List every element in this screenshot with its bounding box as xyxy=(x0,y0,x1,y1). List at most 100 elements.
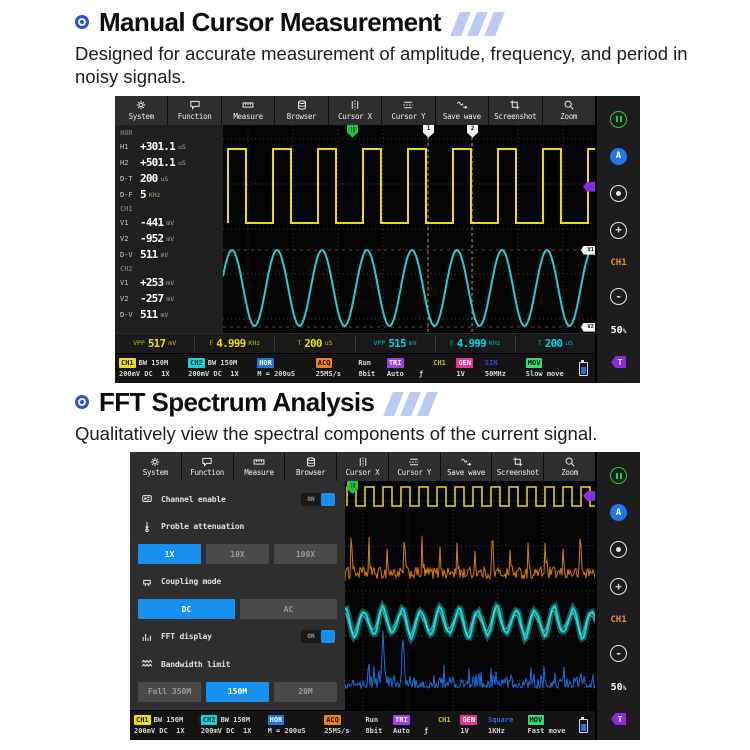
status-text: CH1 xyxy=(437,715,451,724)
status-top-row xyxy=(419,357,431,368)
trigger-tag[interactable]: T xyxy=(611,356,626,369)
option-button-20m[interactable]: 20M xyxy=(274,681,337,702)
status-column: ƒ xyxy=(419,357,431,380)
zoom-out-button[interactable]: - xyxy=(610,288,627,306)
waveform-screen: Channel enable ON Proble attenuation 1X 10X 1… xyxy=(130,481,595,710)
panel-section-header: CH2 xyxy=(120,264,133,273)
measurement-label: H1 xyxy=(120,142,129,151)
toggle-state-label: ON xyxy=(307,495,315,503)
status-badge-tri: TRI xyxy=(393,714,410,725)
menu-item-cursor-y[interactable]: Cursor Y xyxy=(388,452,440,481)
menu-item-cursor-x[interactable]: Cursor X xyxy=(337,452,388,481)
cursor-x-icon xyxy=(357,456,369,467)
option-button-ac[interactable]: AC xyxy=(240,599,337,620)
trigger-position-marker[interactable] xyxy=(347,481,358,494)
menu-item-function[interactable]: Function xyxy=(181,452,233,481)
menu-bar: System Function Measure Browser Cursor X Curs… xyxy=(115,96,595,125)
menu-item-zoom[interactable]: Zoom xyxy=(542,96,595,125)
cursor-h1-marker[interactable]: 1 xyxy=(423,124,434,138)
pause-button[interactable] xyxy=(610,467,627,484)
status-text: Run xyxy=(358,358,372,367)
menu-item-label: Function xyxy=(190,468,225,477)
auto-button[interactable]: A xyxy=(610,147,627,165)
setting-label: FFT display xyxy=(161,632,212,642)
status-value: 1V xyxy=(460,727,469,735)
bullet-icon xyxy=(75,395,89,410)
fifty-percent-label: 50% xyxy=(610,682,627,693)
readout-unit: mV xyxy=(408,339,417,348)
plus-icon: + xyxy=(615,579,622,593)
menu-item-cursor-x[interactable]: Cursor X xyxy=(328,96,382,125)
trigger-level-marker[interactable] xyxy=(583,181,595,192)
zoom-out-button[interactable]: - xyxy=(610,645,627,662)
status-column: SIN 50MHz xyxy=(485,357,524,380)
status-value: Fast move xyxy=(527,727,566,735)
setting-row-fft-display: FFT display ON xyxy=(130,627,345,647)
section-description: Qualitatively view the spectral componen… xyxy=(75,422,598,444)
readout-t: T 200 uS xyxy=(274,336,354,351)
status-badge-ch2: CH2 xyxy=(188,357,205,368)
ch1-label[interactable]: CH1 xyxy=(610,258,627,269)
menu-item-measure[interactable]: Measure xyxy=(221,96,275,125)
menu-item-system[interactable]: System xyxy=(115,96,168,125)
toggle-fft-display[interactable]: ON xyxy=(301,630,335,644)
readout-vpp: VPP 515 mV xyxy=(354,336,435,351)
measurement-unit: uS xyxy=(177,142,186,151)
ch1-label[interactable]: CH1 xyxy=(610,615,627,625)
readout-unit: uS xyxy=(565,339,574,348)
status-column: CH1 xyxy=(433,357,454,380)
status-top-row: HOR xyxy=(267,714,323,725)
measurement-value: +301.1 xyxy=(140,140,176,154)
status-column: CH1 BW 150M 200mV DC 1X xyxy=(119,357,186,380)
menu-item-browser[interactable]: Browser xyxy=(275,96,328,125)
setting-row-proble-attenuation: Proble attenuation xyxy=(130,517,345,537)
trigger-tag[interactable]: T xyxy=(611,713,626,725)
zoom-in-button[interactable]: + xyxy=(610,221,627,239)
pause-button[interactable] xyxy=(610,110,627,128)
option-button-full-350m[interactable]: Full 350M xyxy=(138,681,201,702)
menu-item-measure[interactable]: Measure xyxy=(233,452,285,481)
status-top-row: CH1 BW 150M xyxy=(119,357,186,368)
option-button-1x[interactable]: 1X xyxy=(138,544,201,565)
measure-icon xyxy=(242,100,254,111)
pause-icon xyxy=(615,472,622,479)
record-button[interactable] xyxy=(610,184,627,202)
menu-item-system[interactable]: System xyxy=(130,452,181,481)
panel-section-header: HOR xyxy=(120,128,133,137)
trigger-position-marker[interactable] xyxy=(347,124,358,138)
record-button[interactable] xyxy=(610,541,627,558)
measurement-value: 5 xyxy=(140,188,147,202)
option-button-100x[interactable]: 100X xyxy=(274,544,337,565)
trigger-level-marker[interactable] xyxy=(583,491,595,501)
option-button-150m[interactable]: 150M xyxy=(206,681,269,702)
status-top-row: CH1 xyxy=(433,357,454,368)
auto-button[interactable]: A xyxy=(610,504,627,521)
menu-item-save-wave[interactable]: Save wave xyxy=(440,452,492,481)
cursor-h2-marker[interactable]: 2 xyxy=(467,124,478,138)
menu-item-zoom[interactable]: Zoom xyxy=(544,452,596,481)
readout-label: T xyxy=(297,339,302,348)
menu-item-cursor-y[interactable]: Cursor Y xyxy=(382,96,435,125)
option-button-10x[interactable]: 10X xyxy=(206,544,269,565)
menu-item-screenshot[interactable]: Screenshot xyxy=(492,452,544,481)
status-top-row: MOV xyxy=(527,714,577,725)
toggle-channel-enable[interactable]: ON xyxy=(301,492,335,506)
status-value: 25MS/s xyxy=(324,727,350,735)
status-badge-hor: HOR xyxy=(267,714,285,725)
status-column: TRI Auto xyxy=(393,714,422,737)
menu-item-function[interactable]: Function xyxy=(168,96,221,125)
cursor-v2-marker[interactable]: V2 xyxy=(581,322,595,332)
menu-item-browser[interactable]: Browser xyxy=(285,452,337,481)
readout-label: T xyxy=(537,339,542,348)
menu-item-screenshot[interactable]: Screenshot xyxy=(489,96,542,125)
option-button-dc[interactable]: DC xyxy=(138,599,235,620)
status-value: 50MHz xyxy=(484,370,506,378)
status-top-row: ACQ xyxy=(315,357,357,368)
status-top-row: CH2 BW 150M xyxy=(200,714,266,725)
menu-item-save-wave[interactable]: Save wave xyxy=(435,96,489,125)
status-value: ƒ xyxy=(424,727,429,735)
zoom-in-button[interactable]: + xyxy=(610,578,627,595)
menu-item-label: System xyxy=(142,468,169,477)
cursor-v1-marker[interactable]: V1 xyxy=(581,245,595,255)
status-value: ƒ xyxy=(418,370,424,378)
